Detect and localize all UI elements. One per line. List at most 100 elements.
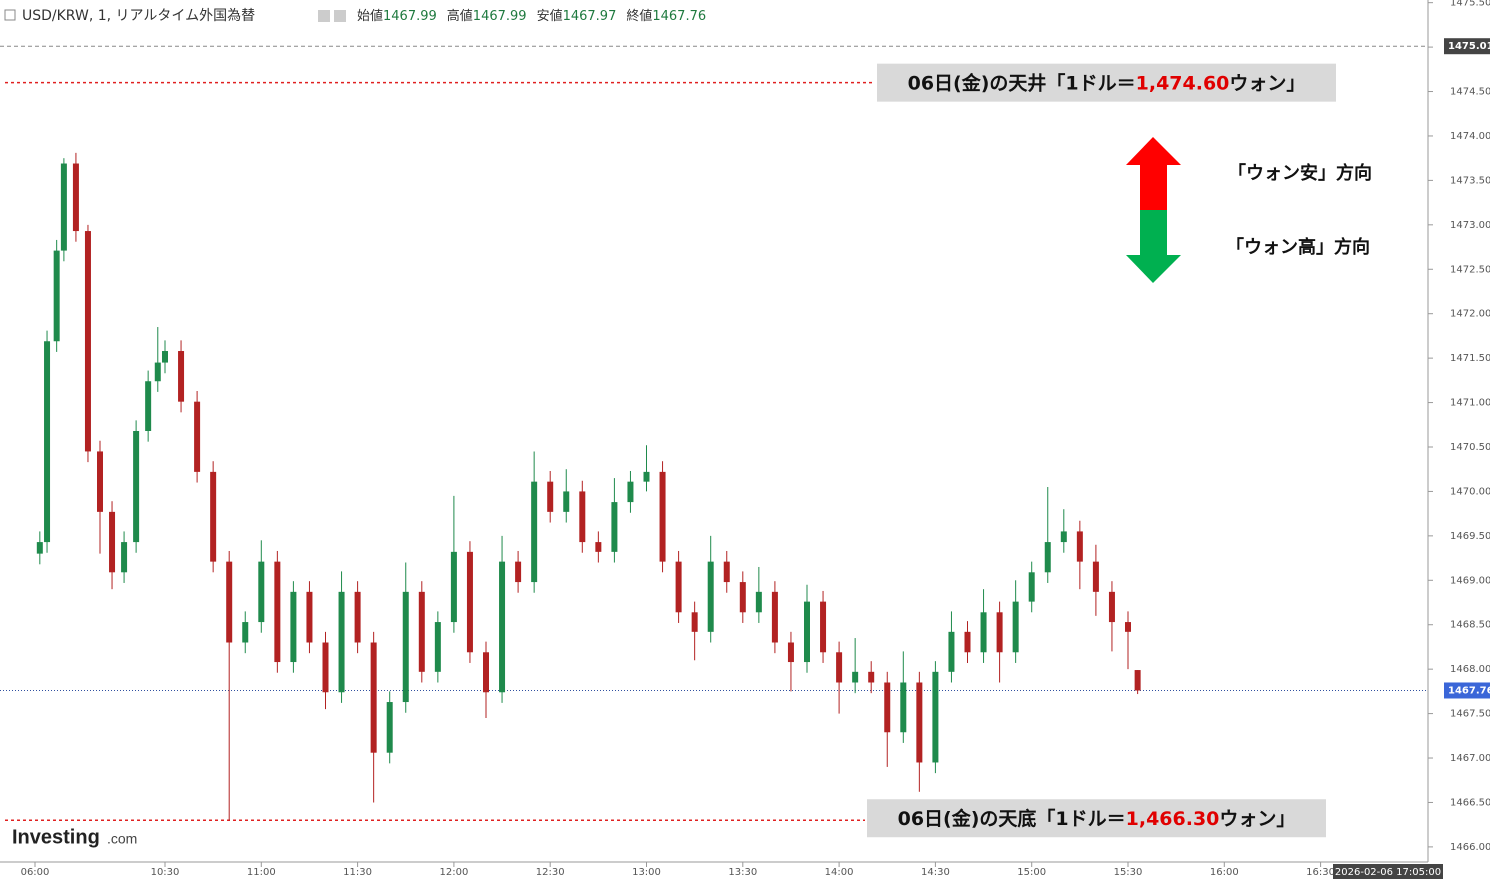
x-tick-label: 11:00: [247, 867, 276, 878]
candle-body: [1134, 670, 1141, 691]
last-price: 1467.76: [1448, 685, 1490, 696]
candle-body: [932, 671, 939, 763]
crosshair-price: 1475.01: [1448, 41, 1490, 52]
candle-body: [53, 250, 60, 342]
candle-body: [322, 642, 329, 693]
annotation-suffix: ウォン」: [1229, 72, 1305, 94]
candle-body: [996, 612, 1003, 653]
candle-body: [723, 561, 730, 583]
candle-body: [306, 591, 313, 643]
candle-body: [178, 351, 185, 402]
logo: Investing .com: [12, 826, 137, 848]
candle-body: [354, 591, 361, 643]
crosshair-price-box: [1444, 38, 1490, 55]
annotation-box: [877, 63, 1336, 102]
y-tick-label: 1472.00: [1450, 309, 1490, 320]
candle-body: [643, 471, 650, 482]
candle-body: [820, 601, 827, 653]
x-tick-label: 11:30: [343, 867, 372, 878]
candle-body: [884, 682, 891, 733]
candle-body: [739, 582, 746, 613]
candle-body: [194, 401, 201, 472]
ohlc-label: 安値: [537, 8, 563, 24]
symbol-title: USD/KRW, 1, リアルタイム外国為替: [22, 8, 255, 24]
annotation-box: [867, 799, 1326, 838]
candle-body: [483, 652, 489, 693]
x-tick-label: 15:00: [1017, 867, 1046, 878]
y-tick-label: 1466.50: [1450, 797, 1490, 808]
candle-body: [1076, 531, 1083, 562]
ohlc-value: 1467.99: [473, 9, 527, 24]
candle-body: [290, 591, 297, 663]
candle-body: [1125, 622, 1131, 632]
ohlc-label: 始値: [357, 8, 383, 24]
y-tick-label: 1475.50: [1450, 0, 1490, 9]
ohlc-label: 終値: [626, 8, 652, 24]
up-arrow-shaft: [1140, 164, 1167, 210]
candle-body: [1012, 601, 1019, 653]
annotation-prefix: 06日(金)の天井「1ドル＝: [908, 71, 1136, 94]
x-tick-label: 14:00: [825, 867, 854, 878]
candle-body: [627, 481, 634, 503]
y-tick-label: 1468.50: [1450, 620, 1490, 631]
candle-body: [836, 652, 843, 683]
annotation-text: 06日(金)の天底「1ドル＝1,466.30ウォン」: [898, 807, 1296, 830]
candle-body: [338, 591, 345, 693]
ohlc-value: 1467.99: [383, 9, 437, 24]
x-tick-label: 16:00: [1210, 867, 1239, 878]
candle-body: [154, 362, 161, 382]
logo-name: Investing: [12, 826, 100, 848]
candle-body: [547, 481, 554, 512]
candle-body: [44, 341, 51, 543]
candle-body: [450, 551, 457, 623]
candle-body: [900, 682, 907, 733]
candle-body: [97, 451, 103, 512]
candle-body: [1028, 572, 1035, 602]
y-tick-label: 1471.50: [1450, 353, 1490, 364]
y-tick-label: 1473.00: [1450, 220, 1490, 231]
y-tick-label: 1474.00: [1450, 131, 1490, 142]
x-tick-label: 12:00: [439, 867, 468, 878]
y-tick-label: 1467.50: [1450, 709, 1490, 720]
annotation-prefix: 06日(金)の天底「1ドル＝: [898, 807, 1126, 830]
collapse-icon[interactable]: [4, 9, 16, 21]
y-tick-label: 1471.00: [1450, 398, 1490, 409]
candle-body: [579, 491, 586, 543]
candle-body: [1108, 591, 1115, 623]
candle-body: [595, 542, 602, 552]
candle-body: [804, 601, 810, 663]
candle-body: [145, 381, 152, 431]
down-arrow-head: [1126, 255, 1181, 283]
candle-body: [755, 591, 762, 613]
y-tick-label: 1473.50: [1450, 175, 1490, 186]
candle-body: [1092, 561, 1099, 592]
candle-body: [948, 631, 955, 672]
y-tick-label: 1469.00: [1450, 575, 1490, 586]
candle-body: [109, 511, 116, 573]
candle-body: [868, 671, 875, 683]
y-tick-label: 1467.00: [1450, 753, 1490, 764]
direction-label: 「ウォン高」方向: [1226, 236, 1370, 258]
ohlc-label: 高値: [447, 8, 473, 24]
candle-body: [707, 561, 714, 632]
candle-body: [274, 561, 281, 663]
candle-body: [210, 471, 217, 562]
candle-body: [515, 561, 522, 583]
settings-icon[interactable]: [334, 10, 346, 22]
candle-body: [121, 542, 128, 573]
candle-body: [242, 622, 249, 643]
ohlc-value: 1467.97: [563, 9, 617, 24]
ohlc-value: 1467.76: [652, 9, 706, 24]
candle-body: [133, 431, 140, 543]
annotation-value: 1,466.30: [1126, 808, 1220, 830]
y-tick-label: 1472.50: [1450, 264, 1490, 275]
candle-body: [691, 612, 698, 632]
y-tick-label: 1468.00: [1450, 664, 1490, 675]
candle-body: [418, 591, 425, 672]
x-tick-label: 15:30: [1114, 867, 1143, 878]
annotation-suffix: ウォン」: [1219, 808, 1295, 830]
eye-icon[interactable]: [318, 10, 330, 22]
annotation-value: 1,474.60: [1136, 72, 1230, 94]
direction-label: 「ウォン安」方向: [1228, 162, 1372, 184]
candle-body: [162, 351, 168, 363]
